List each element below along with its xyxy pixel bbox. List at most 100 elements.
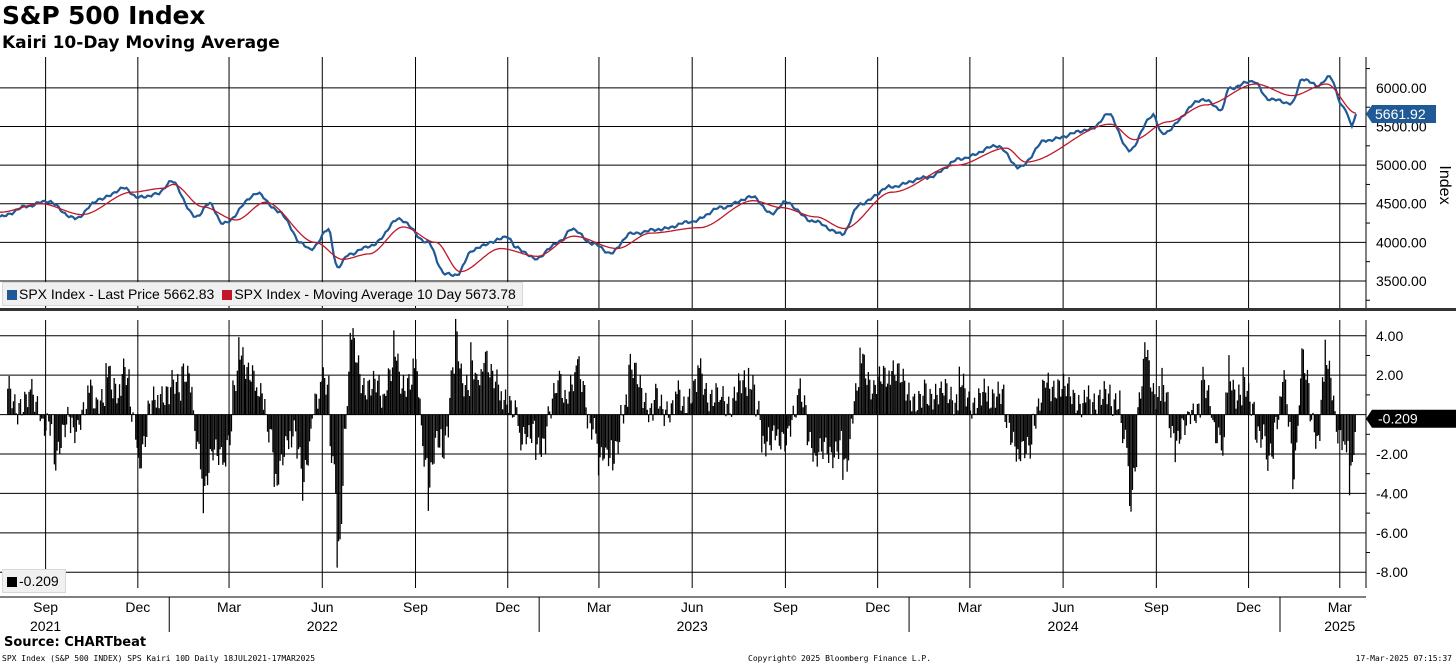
kairi-bar bbox=[429, 414, 431, 488]
kairi-bar bbox=[1051, 386, 1054, 415]
kairi-bar bbox=[1105, 389, 1107, 415]
kairi-bar bbox=[311, 414, 313, 419]
kairi-bar bbox=[954, 402, 956, 415]
kairi-bar bbox=[157, 395, 159, 415]
kairi-bar bbox=[1312, 412, 1314, 415]
kairi-bar bbox=[219, 414, 221, 450]
kairi-bar bbox=[570, 374, 572, 415]
kairi-bar bbox=[635, 362, 637, 415]
kairi-bar bbox=[902, 368, 904, 415]
kairi-bar bbox=[27, 407, 29, 415]
kairi-bar bbox=[434, 414, 437, 438]
kairi-bar bbox=[525, 414, 527, 445]
kairi-bar bbox=[830, 414, 833, 453]
kairi-bar bbox=[1284, 379, 1287, 415]
kairi-bar bbox=[550, 414, 552, 419]
kairi-bar bbox=[1071, 404, 1073, 415]
kairi-bar bbox=[1126, 414, 1128, 448]
kairi-bar bbox=[1272, 414, 1274, 459]
label-layer: 3500.004000.004500.005000.005500.006000.… bbox=[30, 80, 1456, 634]
kairi-bar bbox=[390, 381, 392, 415]
kairi-bar bbox=[937, 404, 940, 415]
kairi-bar bbox=[455, 318, 457, 415]
kairi-bar bbox=[1040, 402, 1042, 415]
kairi-bar bbox=[809, 414, 811, 432]
kairi-bar bbox=[771, 414, 774, 431]
kairi-bar bbox=[1195, 414, 1197, 424]
kairi-bar bbox=[81, 409, 83, 415]
kairi-bar bbox=[829, 414, 831, 447]
kairi-bar bbox=[363, 377, 365, 415]
kairi-bar bbox=[494, 381, 497, 415]
kairi-bar bbox=[929, 388, 931, 415]
kairi-bar bbox=[891, 371, 893, 415]
kairi-bar bbox=[701, 373, 703, 415]
kairi-bar bbox=[346, 406, 348, 415]
kairi-bar bbox=[201, 414, 203, 479]
kairi-bar bbox=[655, 383, 657, 415]
kairi-bar bbox=[101, 389, 103, 415]
kairi-bar bbox=[1239, 394, 1241, 415]
kairi-bar bbox=[1145, 357, 1147, 415]
kairi-bar bbox=[896, 363, 899, 415]
kairi-bar bbox=[777, 414, 779, 430]
kairi-bar bbox=[1341, 414, 1343, 451]
kairi-bar bbox=[690, 403, 692, 415]
kairi-bar bbox=[368, 379, 371, 415]
kairi-bar bbox=[578, 356, 580, 415]
kairi-bar bbox=[324, 378, 326, 415]
kairi-bar bbox=[1078, 395, 1080, 415]
kairi-bar bbox=[257, 396, 259, 415]
kairi-bar bbox=[9, 388, 12, 415]
kairi-bar bbox=[625, 394, 627, 415]
y-tick-label: 3500.00 bbox=[1376, 273, 1427, 289]
kairi-bar bbox=[349, 332, 351, 415]
kairi-bar bbox=[273, 414, 275, 487]
kairi-bar bbox=[858, 387, 860, 415]
kairi-bar bbox=[595, 414, 597, 434]
kairi-bar bbox=[823, 414, 825, 442]
last-price-tag-bg bbox=[1366, 104, 1436, 123]
kairi-bar bbox=[1069, 396, 1072, 415]
kairi-bar bbox=[1184, 414, 1186, 435]
kairi-bar bbox=[1309, 414, 1311, 422]
kairi-bar bbox=[116, 403, 118, 415]
kairi-bar bbox=[1024, 414, 1026, 459]
kairi-bar bbox=[946, 383, 948, 415]
kairi-bar bbox=[289, 414, 291, 432]
kairi-bar bbox=[1096, 413, 1098, 415]
kairi-bar bbox=[385, 395, 387, 415]
kairi-bar bbox=[599, 414, 601, 458]
kairi-bar bbox=[124, 367, 126, 415]
kairi-bar bbox=[11, 408, 13, 415]
kairi-bar bbox=[609, 414, 611, 458]
kairi-bar bbox=[235, 391, 237, 415]
kairi-bar bbox=[887, 383, 889, 415]
kairi-bar bbox=[1137, 407, 1139, 415]
kairi-bar bbox=[1292, 414, 1294, 490]
x-month-label: Mar bbox=[587, 599, 611, 615]
kairi-bar bbox=[57, 414, 60, 442]
chart-subtitle: Kairi 10-Day Moving Average bbox=[2, 33, 280, 53]
kairi-bar bbox=[310, 414, 312, 429]
kairi-bar bbox=[247, 362, 250, 415]
kairi-bar bbox=[616, 414, 618, 442]
kairi-bar bbox=[918, 391, 920, 415]
kairi-bar bbox=[600, 414, 603, 448]
kairi-bar bbox=[716, 387, 719, 415]
kairi-bar bbox=[71, 414, 73, 418]
kairi-bar bbox=[665, 409, 667, 415]
kairi-bar bbox=[351, 339, 353, 415]
y-axis-title: Index bbox=[1436, 165, 1453, 204]
kairi-bar bbox=[556, 393, 558, 415]
kairi-bar bbox=[788, 414, 790, 426]
kairi-bar bbox=[357, 355, 360, 415]
kairi-bar bbox=[227, 414, 230, 436]
kairi-bar bbox=[577, 359, 579, 415]
kairi-bar bbox=[684, 413, 686, 415]
kairi-bar bbox=[553, 383, 555, 415]
kairi-bar bbox=[162, 402, 165, 415]
kairi-bar bbox=[845, 414, 847, 459]
kairi-bar bbox=[427, 414, 429, 511]
kairi-bar bbox=[549, 411, 551, 415]
